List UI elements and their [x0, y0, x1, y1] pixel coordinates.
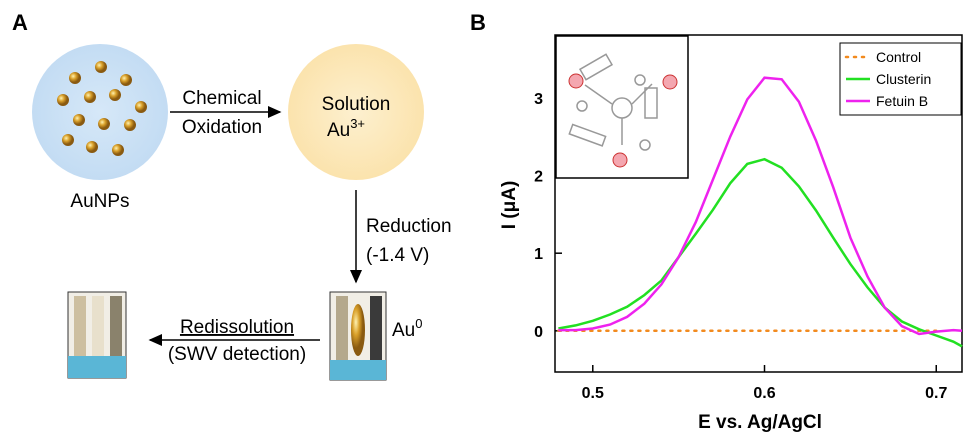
label: Chemical: [182, 88, 261, 109]
label: Au0: [392, 316, 422, 341]
electrode-after: [329, 291, 387, 381]
electrode-before: [67, 291, 127, 379]
plot: 0.5 0.6 0.7 0 1 2 3: [534, 76, 963, 402]
label: Au3+: [327, 116, 365, 141]
y-tick-label: 1: [534, 246, 543, 263]
gold-particle: [86, 141, 98, 153]
gold-particle: [124, 119, 136, 131]
gold-particle: [98, 118, 110, 130]
gold-particle: [112, 144, 124, 156]
label: 0: [415, 316, 422, 331]
label: Au: [327, 120, 350, 141]
x-axis-label: E vs. Ag/AgCl: [698, 412, 822, 433]
label: 3+: [350, 116, 365, 131]
y-tick-label: 2: [534, 169, 543, 186]
gold-particle: [62, 134, 74, 146]
gold-particle: [135, 101, 147, 113]
x-tick-label: 0.7: [925, 385, 947, 402]
gold-particle: [73, 114, 85, 126]
series-line: [558, 157, 963, 348]
legend-label: Control: [876, 49, 921, 65]
label: Oxidation: [182, 117, 262, 138]
gold-particle: [95, 61, 107, 73]
legend-label: Fetuin B: [876, 93, 928, 109]
label: Reduction: [366, 216, 452, 237]
inset: [555, 35, 689, 179]
solution-cloud: [288, 44, 424, 180]
y-tick-label: 0: [534, 324, 543, 341]
label: AuNPs: [70, 191, 129, 212]
gold-particle: [109, 89, 121, 101]
label: (-1.4 V): [366, 245, 429, 266]
x-tick-label: 0.6: [753, 385, 775, 402]
panel-label: B: [470, 10, 486, 35]
gold-particle: [57, 94, 69, 106]
gold-particle: [120, 74, 132, 86]
y-axis-label: I (μA): [499, 181, 520, 230]
legend: Control Clusterin Fetuin B: [839, 42, 962, 116]
legend-label: Clusterin: [876, 71, 931, 87]
series-line: [558, 76, 963, 336]
gold-particles: [57, 61, 147, 156]
gold-particle: [69, 72, 81, 84]
label: Redissolution: [180, 317, 294, 338]
nanoparticle-cloud: [32, 44, 168, 180]
label: Solution: [322, 94, 391, 115]
label: Au: [392, 320, 415, 341]
label: (SWV detection): [168, 344, 306, 365]
panel-label: A: [12, 10, 28, 35]
plot-frame: [554, 34, 963, 373]
gold-particle: [84, 91, 96, 103]
x-tick-label: 0.5: [582, 385, 604, 402]
y-tick-label: 3: [534, 91, 543, 108]
